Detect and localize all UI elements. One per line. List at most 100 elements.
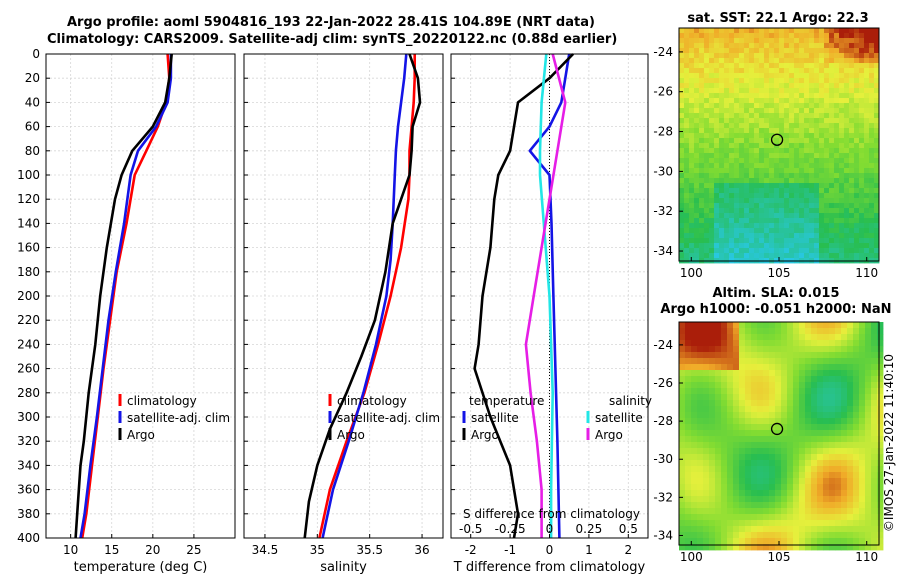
map-pixel <box>865 466 872 473</box>
map-pixel <box>769 496 776 503</box>
map-x-tick-label: 100 <box>680 550 703 564</box>
map-pixel <box>694 108 700 114</box>
map-pixel <box>699 73 705 79</box>
map-pixel <box>769 228 775 234</box>
map-pixel <box>859 68 865 74</box>
map-pixel <box>709 472 716 479</box>
map-pixel <box>781 508 788 515</box>
map-pixel <box>817 382 824 389</box>
map-pixel <box>759 83 765 89</box>
map-pixel <box>865 358 872 365</box>
map-pixel <box>853 448 860 455</box>
map-pixel <box>814 233 820 239</box>
map-pixel <box>811 514 818 521</box>
map-pixel <box>787 472 794 479</box>
map-pixel <box>739 472 746 479</box>
map-pixel <box>721 412 728 419</box>
map-pixel <box>757 376 764 383</box>
map-pixel <box>759 243 765 249</box>
map-pixel <box>859 43 865 49</box>
map-pixel <box>724 183 730 189</box>
map-pixel <box>835 418 842 425</box>
map-pixel <box>734 218 740 224</box>
legend-label: climatology <box>337 394 407 408</box>
map-pixel <box>727 418 734 425</box>
map-pixel <box>759 218 765 224</box>
map-pixel <box>724 98 730 104</box>
map-pixel <box>869 148 875 154</box>
map-pixel <box>819 83 825 89</box>
map-pixel <box>817 322 824 329</box>
map-pixel <box>759 228 765 234</box>
map-pixel <box>859 208 865 214</box>
map-pixel <box>775 328 782 335</box>
map-pixel <box>859 346 866 353</box>
map-pixel <box>824 88 830 94</box>
map-pixel <box>714 178 720 184</box>
map-pixel <box>877 382 884 389</box>
map-pixel <box>733 418 740 425</box>
map-pixel <box>844 218 850 224</box>
map-pixel <box>763 382 770 389</box>
map-pixel <box>864 128 870 134</box>
map-pixel <box>689 163 695 169</box>
map-pixel <box>839 178 845 184</box>
map-pixel <box>869 28 875 34</box>
map-pixel <box>704 48 710 54</box>
map-pixel <box>869 198 875 204</box>
map-pixel <box>839 248 845 254</box>
map-pixel <box>739 98 745 104</box>
map-pixel <box>829 183 835 189</box>
map-pixel <box>754 208 760 214</box>
map-pixel <box>734 178 740 184</box>
map-pixel <box>787 352 794 359</box>
map-pixel <box>739 133 745 139</box>
map-pixel <box>779 253 785 259</box>
map-pixel <box>779 48 785 54</box>
map-pixel <box>859 538 866 545</box>
map-pixel <box>829 364 836 371</box>
map-pixel <box>809 223 815 229</box>
y-tick-label: 240 <box>17 337 40 351</box>
map-pixel <box>779 143 785 149</box>
map-pixel <box>804 183 810 189</box>
map-pixel <box>787 322 794 329</box>
map-pixel <box>859 376 866 383</box>
map-pixel <box>759 118 765 124</box>
map-pixel <box>734 98 740 104</box>
map-pixel <box>829 98 835 104</box>
map-pixel <box>691 388 698 395</box>
map-pixel <box>869 73 875 79</box>
map-pixel <box>733 322 740 329</box>
map-pixel <box>865 364 872 371</box>
map-pixel <box>685 334 692 341</box>
map-pixel <box>709 406 716 413</box>
map-pixel <box>694 73 700 79</box>
map-pixel <box>775 400 782 407</box>
map-pixel <box>754 53 760 59</box>
map-pixel <box>764 168 770 174</box>
map-pixel <box>817 502 824 509</box>
map-pixel <box>719 28 725 34</box>
map-pixel <box>685 544 692 551</box>
map-pixel <box>689 38 695 44</box>
map-pixel <box>793 394 800 401</box>
map-pixel <box>804 153 810 159</box>
map-pixel <box>719 158 725 164</box>
x-tick-label: 0 <box>546 543 554 557</box>
map-pixel <box>739 526 746 533</box>
map-pixel <box>764 28 770 34</box>
map-pixel <box>719 208 725 214</box>
map-pixel <box>823 340 830 347</box>
map-pixel <box>727 472 734 479</box>
map-pixel <box>774 88 780 94</box>
map-pixel <box>784 113 790 119</box>
map-pixel <box>744 228 750 234</box>
map-pixel <box>769 123 775 129</box>
map-pixel <box>745 520 752 527</box>
map-pixel <box>784 88 790 94</box>
map-pixel <box>849 183 855 189</box>
plot-title-line2: Climatology: CARS2009. Satellite-adj cli… <box>47 32 618 47</box>
map-pixel <box>703 400 710 407</box>
map-pixel <box>864 213 870 219</box>
